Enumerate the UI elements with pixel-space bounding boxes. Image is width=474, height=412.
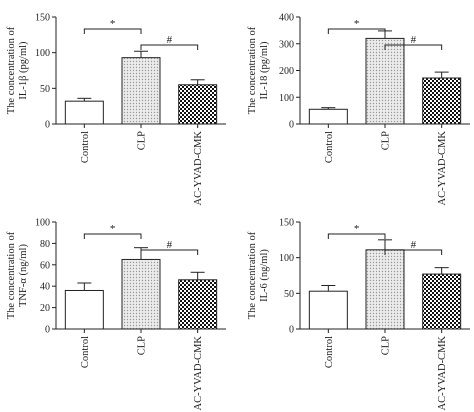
significance-bracket (140, 44, 199, 50)
y-tick-label: 400 (279, 13, 294, 24)
y-tick-label: 0 (45, 325, 50, 336)
y-tick-label: 50 (40, 84, 50, 95)
y-tick-label: 100 (35, 48, 50, 59)
significance-label: # (411, 239, 417, 251)
x-tick-label: Control (324, 336, 335, 368)
bar-ac-yvad-cmk (178, 279, 218, 330)
chart-panel-4: 0 50 100 150 The concentration of IL-6 (ng/ml… (247, 218, 470, 411)
y-tick-label: 300 (279, 39, 294, 50)
significance-label: # (411, 34, 417, 46)
significance-label: # (167, 34, 173, 46)
y-tick-label: 100 (279, 93, 294, 104)
x-tick-label: Control (324, 131, 335, 163)
x-tick-label: AC-YVAD-CMK (193, 336, 204, 411)
y-axis-label: The concentration of (247, 26, 258, 114)
bar-ac-yvad-cmk (422, 77, 462, 125)
bar-clp (365, 249, 405, 330)
x-tick-label: CLP (381, 131, 392, 150)
bar-ac-yvad-cmk (422, 273, 462, 330)
x-tick-label: Control (80, 336, 91, 368)
significance-bracket (327, 233, 386, 239)
bar-clp (121, 57, 161, 125)
x-tick-label: Control (80, 131, 91, 163)
y-tick-label: 0 (289, 120, 294, 131)
y-tick-label: 60 (40, 260, 50, 271)
y-tick-label: 0 (45, 120, 50, 131)
significance-label: * (354, 223, 360, 235)
chart-panel-1: 0 50 100 150 The concentration of IL-1β (pg/m… (6, 13, 226, 206)
y-axis-label: TNF-α (ng/ml) (18, 244, 29, 307)
y-tick-label: 50 (284, 289, 294, 300)
significance-label: * (110, 223, 116, 235)
y-axis-label: The concentration of (6, 26, 17, 114)
bar-ac-yvad-cmk (178, 84, 218, 125)
y-tick-label: 100 (35, 218, 50, 229)
y-tick-label: 80 (40, 239, 50, 250)
y-axis-label: The concentration of (6, 231, 17, 319)
significance-label: # (167, 239, 173, 251)
y-tick-label: 100 (279, 253, 294, 264)
bar-clp (365, 37, 405, 125)
bar-clp (121, 258, 161, 330)
y-tick-label: 40 (40, 282, 50, 293)
significance-label: * (110, 18, 116, 30)
y-axis-label: IL-1β (pg/ml) (18, 41, 29, 100)
x-tick-label: CLP (137, 336, 148, 355)
y-tick-label: 150 (35, 13, 50, 24)
significance-bracket (384, 44, 443, 50)
bar-control (308, 290, 348, 330)
bar-control (64, 289, 104, 330)
chart-panel-3: 0 20 40 60 80 100 The concentration of TNF-α (n… (6, 218, 226, 411)
x-tick-label: CLP (137, 131, 148, 150)
y-tick-label: 200 (279, 66, 294, 77)
significance-bracket (140, 249, 199, 255)
significance-bracket (327, 28, 386, 34)
y-tick-label: 20 (40, 303, 50, 314)
y-axis-label: IL-18 (pg/ml) (259, 41, 270, 100)
x-tick-label: CLP (381, 336, 392, 355)
x-tick-label: AC-YVAD-CMK (193, 131, 204, 206)
bar-control (308, 108, 348, 125)
significance-label: * (354, 18, 360, 30)
x-tick-label: AC-YVAD-CMK (437, 336, 448, 411)
y-axis-label: IL-6 (ng/ml) (259, 249, 270, 302)
significance-bracket (83, 233, 142, 239)
bar-control (64, 100, 104, 125)
significance-bracket (83, 28, 142, 34)
y-tick-label: 150 (279, 218, 294, 229)
chart-panel-2: 0 100 200 300 400 The concentration of IL-18 (… (247, 13, 470, 206)
y-tick-label: 0 (289, 325, 294, 336)
x-tick-label: AC-YVAD-CMK (437, 131, 448, 206)
y-axis-label: The concentration of (247, 231, 258, 319)
significance-bracket (384, 249, 443, 255)
